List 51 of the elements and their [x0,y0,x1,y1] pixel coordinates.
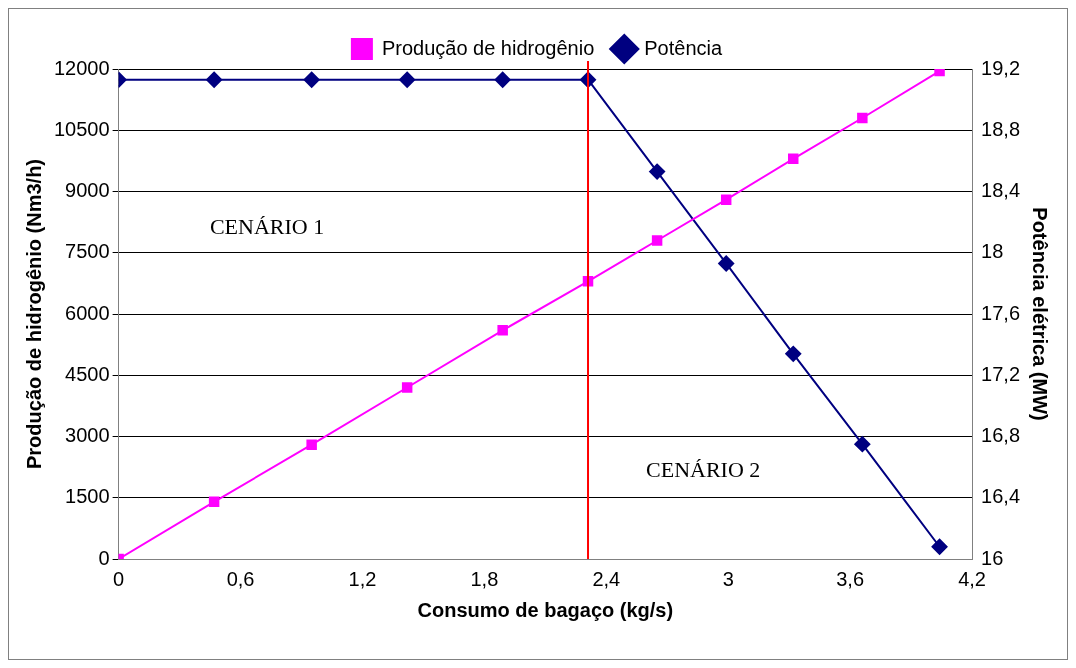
y2-tick-label: 17,6 [981,301,1021,324]
y-tick-label: 6000 [65,301,110,324]
point [649,163,666,180]
y2-tick-label: 18,8 [981,117,1021,140]
y-tick-label: 7500 [65,240,110,263]
y2-tick-label: 18 [981,240,1004,263]
point [718,255,735,272]
point [208,496,220,508]
y-tick-label: 3000 [65,424,110,447]
y2-tick-label: 16,4 [981,485,1021,508]
point [720,194,732,205]
point [651,235,663,246]
y2-axis-title: Potência elétrica (MW) [1029,207,1052,421]
point [497,325,508,336]
point [934,69,945,77]
x-axis-title: Consumo de bagaço (kg/s) [417,598,674,621]
y-tick-label: 0 [98,546,110,569]
point [788,153,799,165]
point [854,436,871,453]
point [785,345,802,362]
point [399,71,416,88]
y-tick-label: 1500 [65,485,110,508]
point [494,71,511,88]
point [931,538,948,555]
x-tick-label: 1,8 [470,567,499,590]
legend-label: Produção de hidrogênio [381,36,595,59]
y2-tick-label: 17,2 [981,362,1021,385]
y-tick-label: 12000 [53,56,110,79]
point [401,382,413,393]
y2-tick-label: 16 [981,546,1004,569]
point [306,439,317,450]
x-tick-label: 1,2 [348,567,377,590]
y2-tick-label: 19,2 [981,56,1021,79]
point [303,71,320,88]
x-tick-label: 3,6 [836,567,865,590]
annotation: CENÁRIO 1 [209,214,325,240]
legend-label: Potência [644,36,723,59]
x-tick-label: 4,2 [958,567,986,590]
point [206,71,223,88]
x-tick-label: 2,4 [592,567,621,590]
point [857,112,868,124]
x-tick-label: 3 [722,567,734,590]
x-tick-label: 0,6 [226,567,255,590]
y2-tick-label: 18,4 [981,179,1021,202]
y2-tick-label: 16,8 [981,424,1021,447]
y-tick-label: 9000 [65,179,110,202]
x-tick-label: 0 [113,567,125,590]
y-tick-label: 4500 [65,362,110,385]
annotation: CENÁRIO 2 [646,456,761,482]
y-tick-label: 10500 [53,117,110,140]
y-axis-title: Produção de hidrogênio (Nm3/h) [22,158,45,470]
